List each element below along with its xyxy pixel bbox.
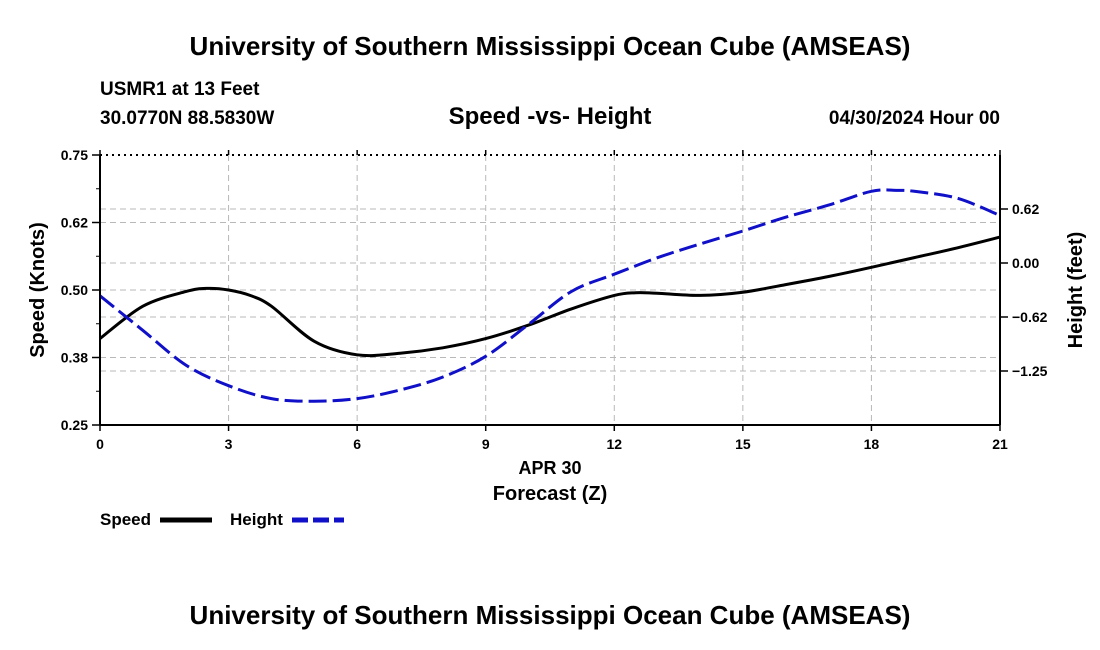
station-label: USMR1 at 13 Feet: [100, 79, 260, 100]
x-axis-date-label: APR 30: [518, 458, 581, 478]
x-tick-label: 9: [482, 436, 490, 452]
series-line-height: [99, 188, 1001, 403]
y-left-tick-label: 0.75: [61, 147, 88, 163]
x-tick-label: 0: [96, 436, 104, 452]
tick-layer: 0 3 6 9 12 15 18 21 0.25 0.38 0.50 0.62 0.75 −1.25 −0.…: [61, 147, 1048, 452]
x-tick-label: 6: [353, 436, 361, 452]
y-right-tick-label: −1.25: [1012, 363, 1048, 379]
legend-speed-label: Speed: [100, 510, 151, 529]
footer-title: University of Southern Mississippi Ocean…: [190, 600, 911, 630]
y-right-tick-label: 0.62: [1012, 201, 1039, 217]
series-layer: [99, 188, 1001, 403]
x-tick-label: 12: [606, 436, 622, 452]
coordinates-label: 30.0770N 88.5830W: [100, 108, 274, 129]
y-left-tick-label: 0.25: [61, 417, 88, 433]
series-line-speed: [99, 235, 1001, 358]
y-axis-right-label: Height (feet): [1065, 232, 1087, 349]
axes-layer: [99, 154, 1001, 426]
y-left-tick-label: 0.62: [61, 215, 88, 231]
date-label: 04/30/2024 Hour 00: [829, 108, 1000, 129]
figure-title: University of Southern Mississippi Ocean…: [190, 31, 911, 61]
x-tick-label: 21: [992, 436, 1008, 452]
y-axis-left-label: Speed (Knots): [27, 222, 49, 358]
y-right-tick-label: −0.62: [1012, 309, 1048, 325]
y-left-tick-label: 0.38: [61, 350, 88, 366]
x-tick-label: 18: [864, 436, 880, 452]
y-left-tick-label: 0.50: [61, 282, 88, 298]
x-tick-label: 3: [225, 436, 233, 452]
legend-height-label: Height: [230, 510, 283, 529]
x-axis-label: Forecast (Z): [493, 483, 607, 505]
x-tick-label: 15: [735, 436, 751, 452]
y-right-tick-label: 0.00: [1012, 255, 1039, 271]
chart-title: Speed -vs- Height: [449, 103, 652, 130]
legend: Speed Height: [100, 510, 344, 529]
